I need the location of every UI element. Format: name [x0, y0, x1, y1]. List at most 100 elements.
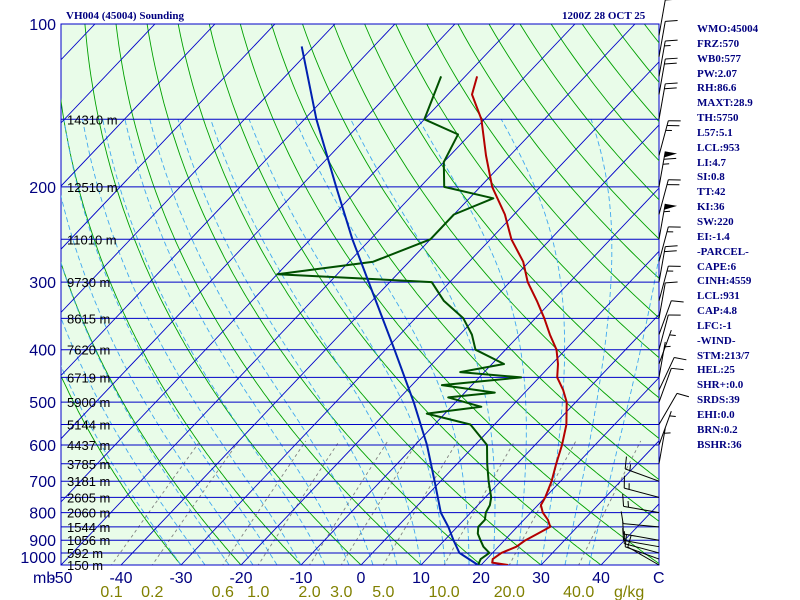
dry-adiabat-line [61, 261, 242, 565]
dry-adiabat-line [61, 97, 302, 565]
wind-barb [658, 57, 678, 95]
wind-barb [658, 120, 681, 156]
temperature-unit-label: C [653, 570, 665, 587]
height-label: 3181 m [67, 474, 110, 489]
index-item: HEL:25 [697, 364, 735, 377]
dry-adiabat-line [208, 24, 602, 565]
wind-barb [624, 456, 660, 482]
index-item: STM:213/7 [697, 349, 750, 362]
wind-barb [658, 39, 678, 77]
wind-barb [620, 511, 660, 528]
moist-adiabat-line [210, 119, 422, 565]
wind-barb [658, 0, 673, 36]
moist-adiabat-line [248, 119, 446, 565]
height-label: 14310 m [67, 112, 118, 127]
index-item: FRZ:570 [697, 37, 740, 50]
wind-barb [622, 493, 660, 514]
wind-barb [658, 392, 690, 425]
wind-barb [658, 179, 681, 215]
wind-barb-flag [665, 57, 678, 60]
moist-adiabat-line [149, 119, 374, 565]
isotherm-line [540, 440, 659, 565]
index-item: BRN:0.2 [697, 423, 738, 436]
temperature-tick-label: 20 [472, 570, 490, 587]
isobars [61, 23, 659, 566]
mixing-ratio-label: 0.6 [212, 584, 234, 600]
height-label: 11010 m [67, 232, 117, 247]
wind-barb-flag [671, 367, 684, 371]
dry-adiabat-line [364, 24, 659, 399]
moist-adiabat-line [61, 261, 230, 565]
wind-barb-staff [658, 329, 672, 365]
dry-adiabat-line [61, 375, 182, 565]
pressure-tick-label: 400 [29, 343, 56, 360]
wind-barb [658, 428, 671, 464]
isotherm-line [300, 187, 659, 565]
wind-barb [623, 531, 660, 554]
moist-adiabat-line [350, 119, 496, 565]
dry-adiabat-line [146, 24, 482, 565]
wind-barb-staff [658, 314, 669, 350]
index-item: -WIND- [697, 334, 736, 347]
wind-barb-flag [665, 281, 678, 284]
height-label: 3785 m [67, 457, 110, 472]
temperature-tick-label: -30 [169, 570, 192, 587]
isotherm-line [61, 24, 336, 314]
wind-barb-staff [623, 533, 660, 541]
wind-barb-staff [658, 120, 669, 156]
moist-adiabat-line [177, 119, 398, 565]
index-item: KI:36 [697, 201, 725, 214]
wind-barb-flag [664, 62, 677, 65]
wind-barb-staff [658, 226, 669, 262]
height-label: 150 m [67, 558, 103, 573]
mixing-ratio-line [382, 440, 458, 565]
height-label: 2060 m [67, 506, 110, 521]
wind-barb-flag [620, 511, 624, 524]
mixing-ratio-line [222, 440, 307, 565]
isotherm-line [61, 24, 396, 377]
wind-barb-staff [658, 179, 669, 215]
index-item: SW:220 [697, 215, 734, 228]
height-label: 8615 m [67, 311, 110, 326]
index-item: EHI:0.0 [697, 408, 735, 421]
isotherm-line [240, 124, 659, 565]
wind-barb-flag [665, 82, 678, 85]
mixing-ratio-label: 2.0 [298, 584, 320, 600]
wind-barbs [620, 0, 690, 566]
height-label: 1544 m [67, 520, 110, 535]
wind-barb [658, 314, 681, 350]
parcel-trace [300, 46, 479, 565]
moist-adiabats [61, 119, 659, 565]
wind-barb [658, 329, 676, 365]
mixing-ratio-line [443, 440, 516, 565]
index-item: LCL:953 [697, 141, 740, 154]
index-item: LFC:-1 [697, 319, 732, 332]
moist-adiabat-line [82, 119, 302, 565]
index-item: TH:5750 [697, 112, 739, 125]
height-label: 5144 m [67, 418, 110, 433]
mixing-ratio-label: 20.0 [494, 584, 525, 600]
valid-time: 1200Z 28 OCT 25 [562, 10, 646, 22]
height-label: 1056 m [67, 533, 110, 548]
mixing-ratio-unit-label: g/kg [614, 584, 644, 600]
wind-barb-staff [658, 282, 666, 319]
isotherm-line [61, 24, 516, 503]
isotherm-line [61, 24, 216, 187]
wind-barb-staff [623, 505, 660, 514]
index-item: SRDS:39 [697, 394, 740, 407]
wind-barb-staff [623, 539, 660, 548]
wind-barb-staff [658, 58, 666, 95]
wind-barb-staff [658, 410, 672, 446]
height-label: 7620 m [67, 343, 110, 358]
pressure-tick-label: 200 [29, 180, 56, 197]
wind-barb-flag [665, 20, 678, 22]
index-item: CAP:4.8 [697, 305, 738, 318]
wind-barb [658, 281, 678, 319]
isotherms [61, 24, 659, 565]
isotherm-line [360, 250, 659, 565]
mixing-ratio-label: 0.2 [141, 584, 163, 600]
isotherm-line [480, 376, 659, 565]
index-item: -PARCEL- [697, 245, 749, 258]
dry-adiabat-line [177, 24, 542, 565]
index-item: SI:0.8 [697, 171, 725, 184]
